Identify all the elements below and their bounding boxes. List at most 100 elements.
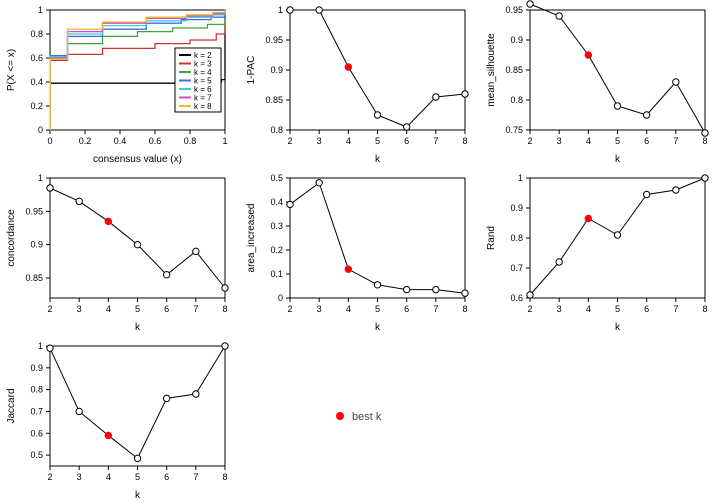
svg-text:8: 8	[222, 304, 227, 314]
svg-text:4: 4	[346, 304, 351, 314]
point-k6	[403, 124, 409, 130]
svg-text:0.75: 0.75	[505, 125, 523, 135]
point-k8	[702, 175, 708, 181]
svg-text:3: 3	[77, 304, 82, 314]
point-k8	[462, 290, 468, 296]
svg-text:7: 7	[433, 136, 438, 146]
svg-text:3: 3	[317, 304, 322, 314]
panel-area_increased: 234567800.10.20.30.40.5karea_increased	[240, 168, 480, 336]
point-k5	[374, 112, 380, 118]
svg-text:0.9: 0.9	[510, 35, 523, 45]
point-k7	[433, 94, 439, 100]
svg-text:6: 6	[404, 136, 409, 146]
svg-text:k: k	[615, 322, 621, 333]
svg-text:0.8: 0.8	[30, 29, 43, 39]
svg-text:3: 3	[77, 472, 82, 482]
svg-text:8: 8	[462, 304, 467, 314]
svg-text:6: 6	[644, 136, 649, 146]
svg-text:k: k	[375, 322, 381, 333]
svg-text:0.6: 0.6	[30, 428, 43, 438]
svg-text:1: 1	[518, 173, 523, 183]
point-k7	[673, 187, 679, 193]
point-k2	[287, 7, 293, 13]
svg-text:1: 1	[38, 173, 43, 183]
point-k7	[673, 79, 679, 85]
svg-text:0.95: 0.95	[25, 206, 43, 216]
svg-text:6: 6	[164, 472, 169, 482]
point-k7	[193, 391, 199, 397]
svg-text:0.6: 0.6	[149, 136, 162, 146]
point-k4	[105, 432, 111, 438]
svg-text:4: 4	[586, 136, 591, 146]
svg-text:6: 6	[404, 304, 409, 314]
panel-1-PAC: 23456780.80.850.90.951k1-PAC	[240, 0, 480, 168]
point-k5	[134, 241, 140, 247]
svg-text:0.7: 0.7	[510, 263, 523, 273]
svg-text:5: 5	[135, 304, 140, 314]
svg-text:1: 1	[278, 5, 283, 15]
point-k3	[76, 198, 82, 204]
svg-text:0.4: 0.4	[30, 77, 43, 87]
svg-text:3: 3	[557, 304, 562, 314]
point-k6	[403, 286, 409, 292]
svg-text:4: 4	[106, 304, 111, 314]
point-k2	[287, 201, 293, 207]
svg-text:7: 7	[433, 304, 438, 314]
svg-text:5: 5	[375, 304, 380, 314]
svg-text:5: 5	[615, 136, 620, 146]
point-k2	[527, 1, 533, 7]
svg-text:0.95: 0.95	[265, 35, 283, 45]
point-k6	[643, 191, 649, 197]
svg-text:2: 2	[287, 136, 292, 146]
svg-text:Rand: Rand	[486, 226, 497, 250]
point-k8	[222, 343, 228, 349]
plot-grid: 00.20.40.60.8100.20.40.60.81consensus va…	[0, 0, 720, 504]
point-k6	[163, 395, 169, 401]
svg-text:0.8: 0.8	[510, 233, 523, 243]
point-k6	[163, 271, 169, 277]
point-k2	[47, 185, 53, 191]
svg-text:0.8: 0.8	[270, 125, 283, 135]
svg-text:6: 6	[644, 304, 649, 314]
point-k5	[614, 103, 620, 109]
best-k-label: best k	[352, 411, 382, 423]
svg-text:0.7: 0.7	[30, 406, 43, 416]
point-k7	[433, 286, 439, 292]
svg-text:concordance: concordance	[6, 209, 17, 267]
ecdf-legend: k = 2k = 3k = 4k = 5k = 6k = 7k = 8	[175, 48, 221, 112]
point-k3	[556, 13, 562, 19]
svg-text:8: 8	[462, 136, 467, 146]
svg-text:8: 8	[702, 136, 707, 146]
svg-text:5: 5	[375, 136, 380, 146]
point-k4	[585, 52, 591, 58]
svg-text:0.8: 0.8	[510, 95, 523, 105]
point-k7	[193, 248, 199, 254]
svg-text:4: 4	[346, 136, 351, 146]
svg-text:1-PAC: 1-PAC	[246, 56, 257, 85]
svg-text:4: 4	[586, 304, 591, 314]
point-k6	[643, 112, 649, 118]
svg-text:0: 0	[47, 136, 52, 146]
svg-text:0.2: 0.2	[270, 245, 283, 255]
svg-text:0: 0	[38, 125, 43, 135]
svg-text:1: 1	[38, 5, 43, 15]
point-k3	[316, 180, 322, 186]
point-k3	[556, 259, 562, 265]
svg-text:2: 2	[527, 136, 532, 146]
point-k4	[585, 215, 591, 221]
svg-text:0.8: 0.8	[184, 136, 197, 146]
svg-text:4: 4	[106, 472, 111, 482]
svg-text:0.95: 0.95	[505, 5, 523, 15]
svg-text:0.2: 0.2	[30, 101, 43, 111]
point-k5	[614, 232, 620, 238]
svg-text:5: 5	[135, 472, 140, 482]
svg-text:0.85: 0.85	[265, 95, 283, 105]
svg-text:0.1: 0.1	[270, 269, 283, 279]
best-k-dot	[336, 412, 344, 420]
svg-text:area_increased: area_increased	[246, 204, 257, 273]
svg-text:k: k	[375, 154, 381, 165]
svg-text:8: 8	[222, 472, 227, 482]
svg-text:2: 2	[47, 304, 52, 314]
svg-text:0.9: 0.9	[30, 240, 43, 250]
point-k8	[222, 285, 228, 291]
